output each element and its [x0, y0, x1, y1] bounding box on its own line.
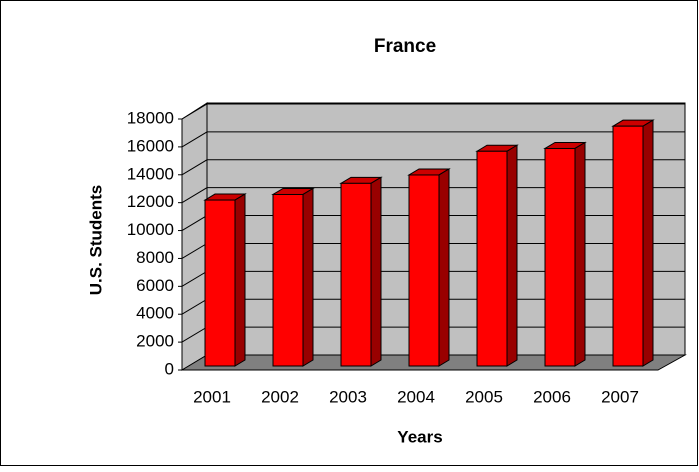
bar-side: [234, 193, 246, 367]
bar-front: [544, 147, 576, 367]
bar-side: [506, 144, 518, 367]
bar-front: [340, 182, 372, 367]
grid-line: [181, 103, 685, 120]
bar: [611, 119, 655, 367]
y-tick-label: 2000: [136, 332, 174, 351]
bar-side: [438, 168, 450, 367]
x-tick-label: 2001: [193, 387, 231, 406]
bar-front: [204, 199, 236, 367]
x-tick-label: 2007: [601, 387, 639, 406]
x-axis-label: Years: [397, 427, 442, 446]
bar-side: [642, 119, 654, 367]
y-tick-label: 16000: [127, 136, 174, 155]
bar-side: [574, 141, 586, 367]
x-tick-label: 2004: [397, 387, 435, 406]
y-axis-label: U.S. Students: [86, 185, 105, 296]
y-tick-label: 4000: [136, 304, 174, 323]
x-tick-label: 2003: [329, 387, 367, 406]
bar-side: [302, 187, 314, 367]
grid-line: [181, 131, 685, 148]
x-tick-label: 2006: [533, 387, 571, 406]
bar-side: [370, 176, 382, 367]
y-tick-label: 12000: [127, 192, 174, 211]
bar: [407, 168, 451, 367]
grid-line: [181, 187, 685, 204]
bar-front: [272, 193, 304, 367]
bar: [339, 176, 383, 367]
x-tick-label: 2005: [465, 387, 503, 406]
bar-front: [408, 174, 440, 367]
bar-front: [476, 150, 508, 367]
y-tick-label: 18000: [127, 108, 174, 127]
y-tick-label: 6000: [136, 276, 174, 295]
y-tick-label: 0: [165, 359, 174, 378]
bar: [475, 144, 519, 367]
chart-title: France: [374, 36, 436, 57]
y-tick-label: 10000: [127, 220, 174, 239]
bar: [271, 187, 315, 367]
x-tick-label: 2002: [261, 387, 299, 406]
bar: [203, 193, 247, 367]
grid-line: [181, 159, 685, 176]
y-tick-label: 8000: [136, 248, 174, 267]
bar-front: [612, 125, 644, 367]
y-tick-label: 14000: [127, 164, 174, 183]
side-wall: [181, 102, 208, 371]
bar: [543, 141, 587, 367]
